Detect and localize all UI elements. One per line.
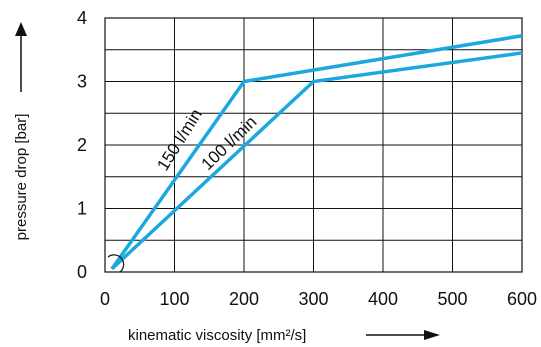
y-tick-label: 3 bbox=[77, 72, 87, 92]
series-label-100: 100 l/min bbox=[198, 112, 261, 174]
series-label-150: 150 l/min bbox=[153, 106, 206, 175]
series-line-1 bbox=[110, 51, 523, 271]
x-tick-label: 300 bbox=[298, 289, 328, 309]
series-lines bbox=[110, 34, 523, 271]
y-tick-label: 4 bbox=[77, 8, 87, 28]
y-tick-label: 0 bbox=[77, 262, 87, 282]
series-line-0 bbox=[110, 34, 523, 270]
y-tick-label: 1 bbox=[77, 199, 87, 219]
plot-frame bbox=[104, 17, 523, 273]
y-axis-title: pressure drop [bar] bbox=[13, 114, 30, 241]
y-axis-arrow-icon bbox=[15, 22, 27, 36]
x-tick-label: 0 bbox=[100, 289, 110, 309]
x-tick-label: 500 bbox=[437, 289, 467, 309]
x-tick-label: 400 bbox=[368, 289, 398, 309]
tick-labels: 0 100 200 300 400 500 600 0 1 2 3 4 bbox=[77, 8, 537, 309]
x-axis-arrow-icon bbox=[424, 330, 440, 340]
x-tick-label: 200 bbox=[229, 289, 259, 309]
y-tick-label: 2 bbox=[77, 135, 87, 155]
x-tick-label: 100 bbox=[159, 289, 189, 309]
x-axis-title: kinematic viscosity [mm²/s] bbox=[128, 327, 306, 344]
origin-arc-marker bbox=[107, 254, 125, 273]
x-tick-label: 600 bbox=[507, 289, 537, 309]
